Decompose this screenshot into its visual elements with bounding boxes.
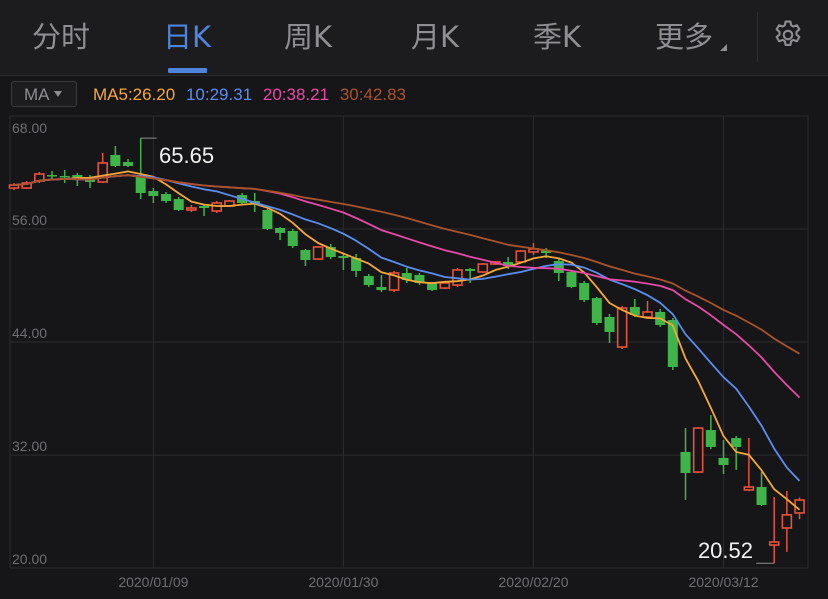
candle-body-up [8, 184, 20, 189]
candle-body-down [591, 298, 602, 324]
candle-body-up [515, 250, 527, 263]
candle-body-down [503, 261, 514, 267]
candle-body-down [338, 256, 349, 259]
ma20-value: 20:38.21 [262, 85, 330, 104]
candle-body-up [439, 282, 451, 289]
candle-body-down [363, 276, 374, 286]
candle-body-down [300, 250, 311, 260]
chart-area [0, 114, 828, 599]
candle-body-down [680, 451, 691, 473]
candle-body-up [388, 272, 400, 291]
candle-body-down [173, 199, 184, 210]
active-tab-indicator [168, 68, 207, 73]
candle-body-up [642, 311, 653, 318]
candle-body-down [579, 282, 590, 301]
candle-body-down [148, 191, 159, 197]
candle-body-down [427, 282, 438, 291]
ma10-value: 10:29.31 [185, 85, 253, 104]
y-tick-label: 32.00 [12, 438, 47, 454]
x-tick-label: 2020/01/30 [308, 574, 378, 590]
tab-weekly-k[interactable]: 周K [284, 20, 333, 54]
candle-body-down [667, 319, 678, 368]
candle-body-down [566, 271, 577, 288]
candle-body-down [47, 175, 58, 177]
candle-body-down [629, 306, 640, 316]
candle-body-down [199, 206, 210, 208]
y-tick-label: 44.00 [12, 325, 47, 341]
candle-body-down [414, 274, 425, 283]
candle-body-down [465, 269, 476, 272]
ma-line-10 [13, 174, 801, 482]
candle-body-down [59, 175, 70, 178]
y-tick-label: 20.00 [12, 551, 47, 567]
indicator-selector-label: MA [24, 85, 50, 104]
divider [757, 12, 758, 62]
y-tick-label: 56.00 [12, 212, 47, 228]
ma5-value: MA5:26.20 [93, 85, 176, 104]
candle-body-up [211, 202, 223, 212]
x-tick-label: 2020/03/12 [688, 574, 758, 590]
tab-quarterly-k[interactable]: 季K [533, 20, 582, 54]
candle-body-down [376, 287, 387, 291]
candle-body-up [781, 514, 793, 529]
x-tick-label: 2020/02/20 [498, 574, 568, 590]
candle-body-down [718, 457, 729, 465]
candle-body-up [186, 207, 197, 211]
ma30-value: 30:42.83 [339, 85, 406, 104]
period-tab-bar: 分时 日K 周K 月K 季K 更多 [0, 0, 828, 76]
tab-intraday[interactable]: 分时 [32, 20, 91, 54]
x-tick-label: 2020/01/09 [118, 574, 188, 590]
y-tick-label: 68.00 [12, 120, 47, 136]
candle-body-up [768, 541, 780, 546]
candle-body-up [692, 427, 704, 473]
low-price-label: 20.52 [698, 538, 753, 563]
candle-body-up [743, 486, 755, 491]
caret-down-icon [53, 90, 62, 97]
candle-body-down [325, 246, 336, 257]
candle-body-down [135, 177, 146, 194]
candle-body-down [262, 209, 273, 229]
candle-body-down [541, 250, 552, 254]
candle-body-down [705, 430, 716, 447]
candle-body-down [123, 162, 134, 166]
candle-body-up [616, 307, 628, 348]
candle-body-down [110, 154, 121, 166]
ma-line-ma5 [13, 170, 801, 511]
tab-more[interactable]: 更多 [655, 20, 714, 54]
gear-icon[interactable] [771, 18, 805, 52]
candle-body-up [312, 246, 324, 260]
more-dropdown-caret-icon [720, 44, 727, 51]
candle-body-down [161, 194, 172, 202]
candle-body-down [731, 438, 742, 447]
tab-monthly-k[interactable]: 月K [411, 20, 460, 54]
candle-body-down [275, 227, 286, 233]
indicator-bar: MA MA5:26.20 10:29.31 20:38.21 30:42.83 [0, 76, 828, 114]
indicator-selector[interactable]: MA [11, 81, 77, 107]
candle-body-down [401, 272, 412, 280]
candle-body-down [287, 230, 298, 247]
ma-line-30 [13, 174, 800, 355]
candle-body-up [97, 162, 108, 183]
ma-line-20 [13, 174, 801, 399]
candle-body-up [477, 263, 489, 273]
candle-body-down [604, 316, 615, 332]
candle-body-down [756, 487, 767, 506]
candle-body-down [553, 261, 564, 273]
tab-daily-k[interactable]: 日K [163, 20, 212, 54]
candle-body-up [21, 182, 32, 189]
high-price-label: 65.65 [159, 143, 214, 168]
candle-body-down [351, 258, 362, 272]
